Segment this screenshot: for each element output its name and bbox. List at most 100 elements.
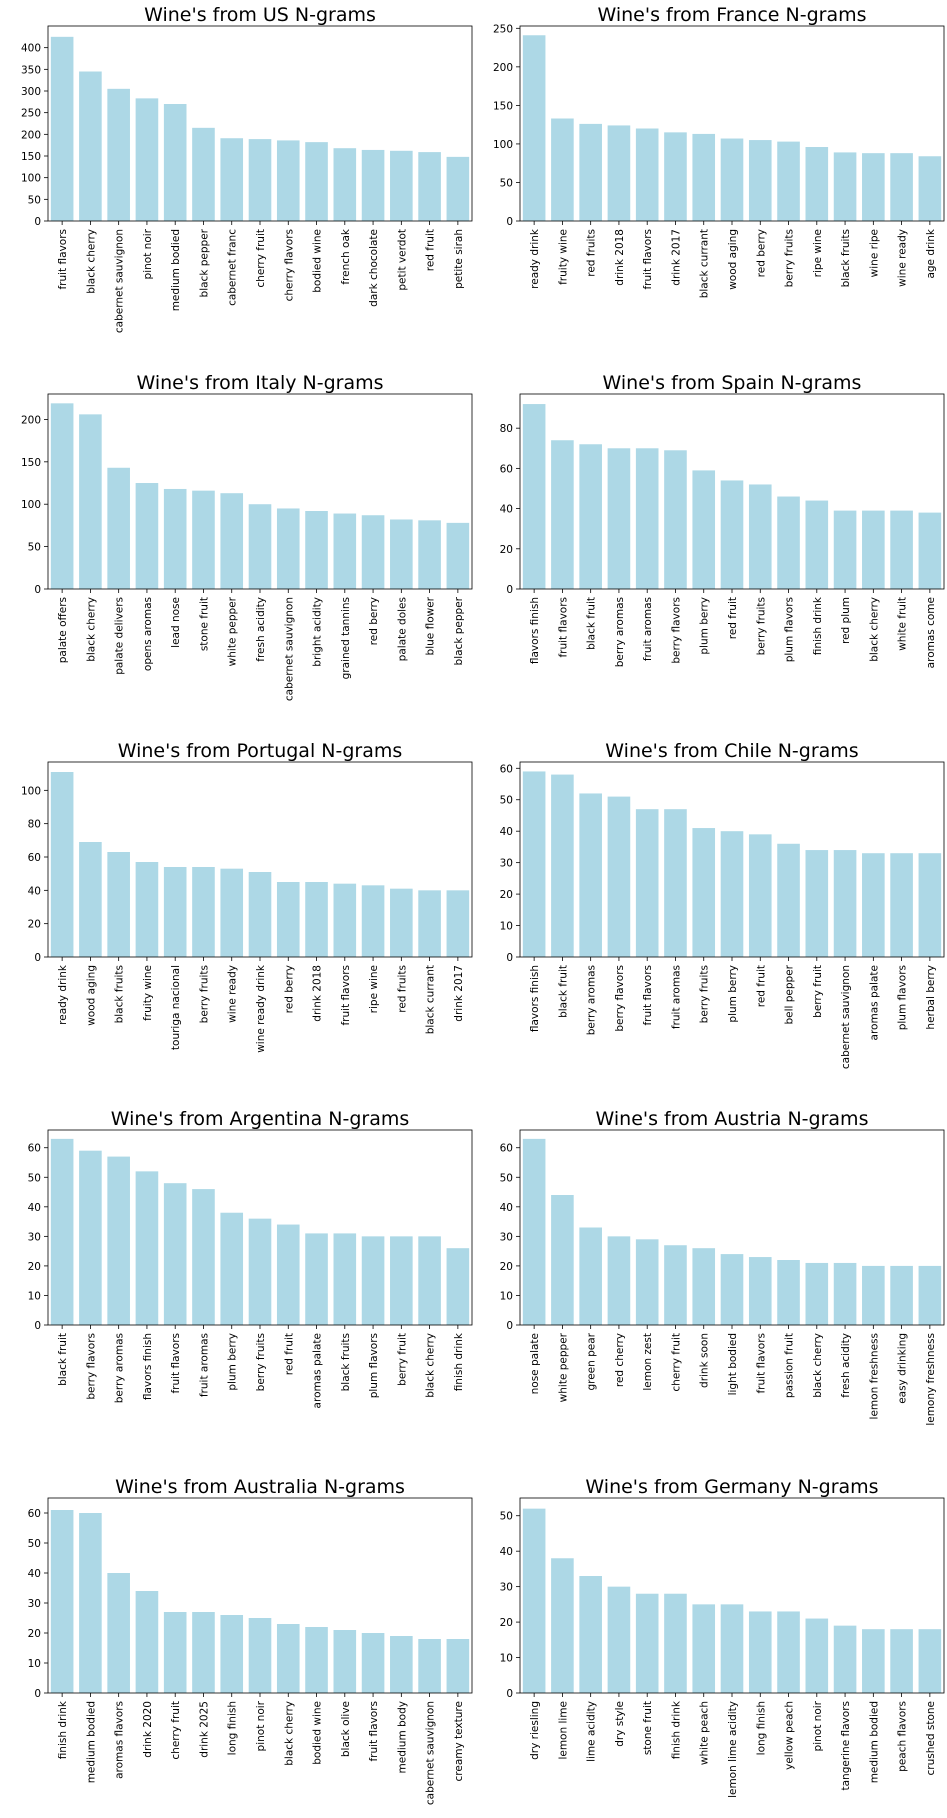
x-tick-label: plum berry — [699, 597, 711, 655]
x-tick-label: fruity wine — [142, 965, 154, 1021]
bar — [276, 1224, 300, 1325]
x-tick-label: finish drink — [57, 1700, 69, 1759]
bar — [333, 513, 357, 589]
x-tick-label: lemon lime — [557, 1701, 569, 1760]
y-tick-label: 0 — [506, 952, 513, 964]
x-tick-label: ready drink — [57, 964, 69, 1025]
x-tick-label: fruity wine — [557, 229, 569, 285]
y-tick-label: 150 — [21, 151, 41, 163]
y-tick-label: 50 — [500, 1172, 513, 1184]
x-tick-label: black fruits — [840, 229, 852, 287]
x-tick-label: peach flavors — [897, 1701, 909, 1772]
bar — [720, 138, 744, 221]
y-tick-label: 50 — [28, 1172, 41, 1184]
x-tick-label: opens aromas — [142, 597, 154, 671]
y-tick-label: 50 — [500, 177, 513, 189]
bar — [107, 1156, 130, 1325]
bar — [192, 490, 215, 589]
bar — [192, 867, 215, 957]
bar — [79, 842, 102, 957]
bar — [918, 156, 942, 221]
bar — [305, 511, 328, 589]
bar — [890, 510, 913, 589]
bar — [390, 1636, 413, 1693]
bar — [862, 510, 885, 589]
bar — [50, 1138, 74, 1325]
x-tick-label: cabernet sauvignon — [425, 1701, 437, 1805]
x-tick-label: pinot noir — [142, 228, 154, 279]
x-tick-label: red fruits — [586, 229, 598, 277]
bar — [390, 888, 413, 957]
chart-panel: Wine's from Germany N-grams 0 10 20 30 40 50 dr… — [500, 1476, 945, 1798]
bar — [107, 467, 130, 589]
x-tick-label: pinot noir — [812, 1700, 824, 1751]
x-tick-label: wine ripe — [868, 229, 880, 277]
bar — [361, 149, 385, 221]
x-tick-label: berry fruits — [699, 965, 711, 1023]
y-tick-label: 0 — [506, 216, 513, 228]
x-tick-label: lead nose — [170, 597, 182, 648]
x-tick-label: berry flavors — [670, 597, 682, 664]
bar — [418, 1639, 441, 1693]
x-tick-label: white peach — [699, 1701, 711, 1765]
x-tick-label: bodied wine — [312, 229, 324, 293]
bar — [50, 772, 74, 957]
x-tick-label: easy drinking — [897, 1333, 909, 1404]
bar — [135, 1171, 159, 1325]
y-tick-label: 0 — [506, 1320, 513, 1332]
bar — [220, 1212, 244, 1325]
bar — [390, 150, 413, 221]
bar — [135, 483, 159, 589]
bar — [50, 36, 74, 221]
bar — [635, 448, 659, 589]
bar — [418, 890, 441, 957]
x-tick-label: crushed stone — [925, 1701, 937, 1775]
x-tick-label: touriga nacional — [170, 965, 182, 1050]
x-tick-label: berry flavors — [85, 1333, 97, 1400]
bar — [720, 831, 744, 957]
y-tick-label: 150 — [21, 457, 41, 469]
bar — [833, 850, 857, 957]
bar — [522, 1138, 546, 1325]
y-tick-label: 0 — [34, 1320, 41, 1332]
chart-title: Wine's from Chile N-grams — [605, 740, 858, 762]
bar — [551, 1558, 574, 1693]
y-tick-label: 250 — [493, 23, 513, 35]
y-tick-label: 50 — [28, 194, 41, 206]
x-tick-label: green pear — [586, 1332, 598, 1390]
y-tick-label: 80 — [500, 423, 513, 435]
y-tick-label: 60 — [28, 1143, 41, 1155]
x-tick-label: berry fruits — [755, 597, 767, 655]
x-tick-label: finish drink — [812, 596, 824, 655]
x-tick-label: fruit flavors — [170, 1333, 182, 1394]
x-tick-label: cabernet sauvignon — [840, 965, 852, 1069]
bar — [248, 872, 272, 957]
bar — [579, 123, 602, 221]
y-tick-label: 0 — [34, 216, 41, 228]
bar — [607, 1586, 631, 1693]
x-tick-label: wine ready — [897, 229, 909, 287]
x-tick-label: cabernet sauvignon — [283, 597, 295, 701]
bar — [918, 1629, 942, 1693]
bar — [276, 1624, 300, 1693]
x-tick-label: bell pepper — [784, 964, 796, 1024]
bar — [890, 1265, 913, 1325]
y-tick-label: 20 — [28, 919, 41, 931]
y-tick-label: 20 — [500, 544, 513, 556]
bar — [777, 1611, 800, 1693]
bar — [248, 139, 272, 221]
bar — [805, 1618, 829, 1693]
y-tick-label: 350 — [21, 64, 41, 76]
x-tick-label: finish drink — [453, 1332, 465, 1391]
x-tick-label: cherry fruit — [255, 229, 267, 288]
x-tick-label: plum berry — [727, 965, 739, 1023]
x-tick-label: black currant — [699, 229, 711, 298]
y-tick-label: 60 — [500, 463, 513, 475]
bar — [720, 480, 744, 589]
bar — [890, 153, 913, 221]
x-tick-label: fruit flavors — [368, 1701, 380, 1762]
x-tick-label: red berry — [755, 229, 767, 277]
bar — [79, 414, 102, 589]
x-tick-label: wood aging — [727, 229, 739, 290]
bar — [890, 1629, 913, 1693]
